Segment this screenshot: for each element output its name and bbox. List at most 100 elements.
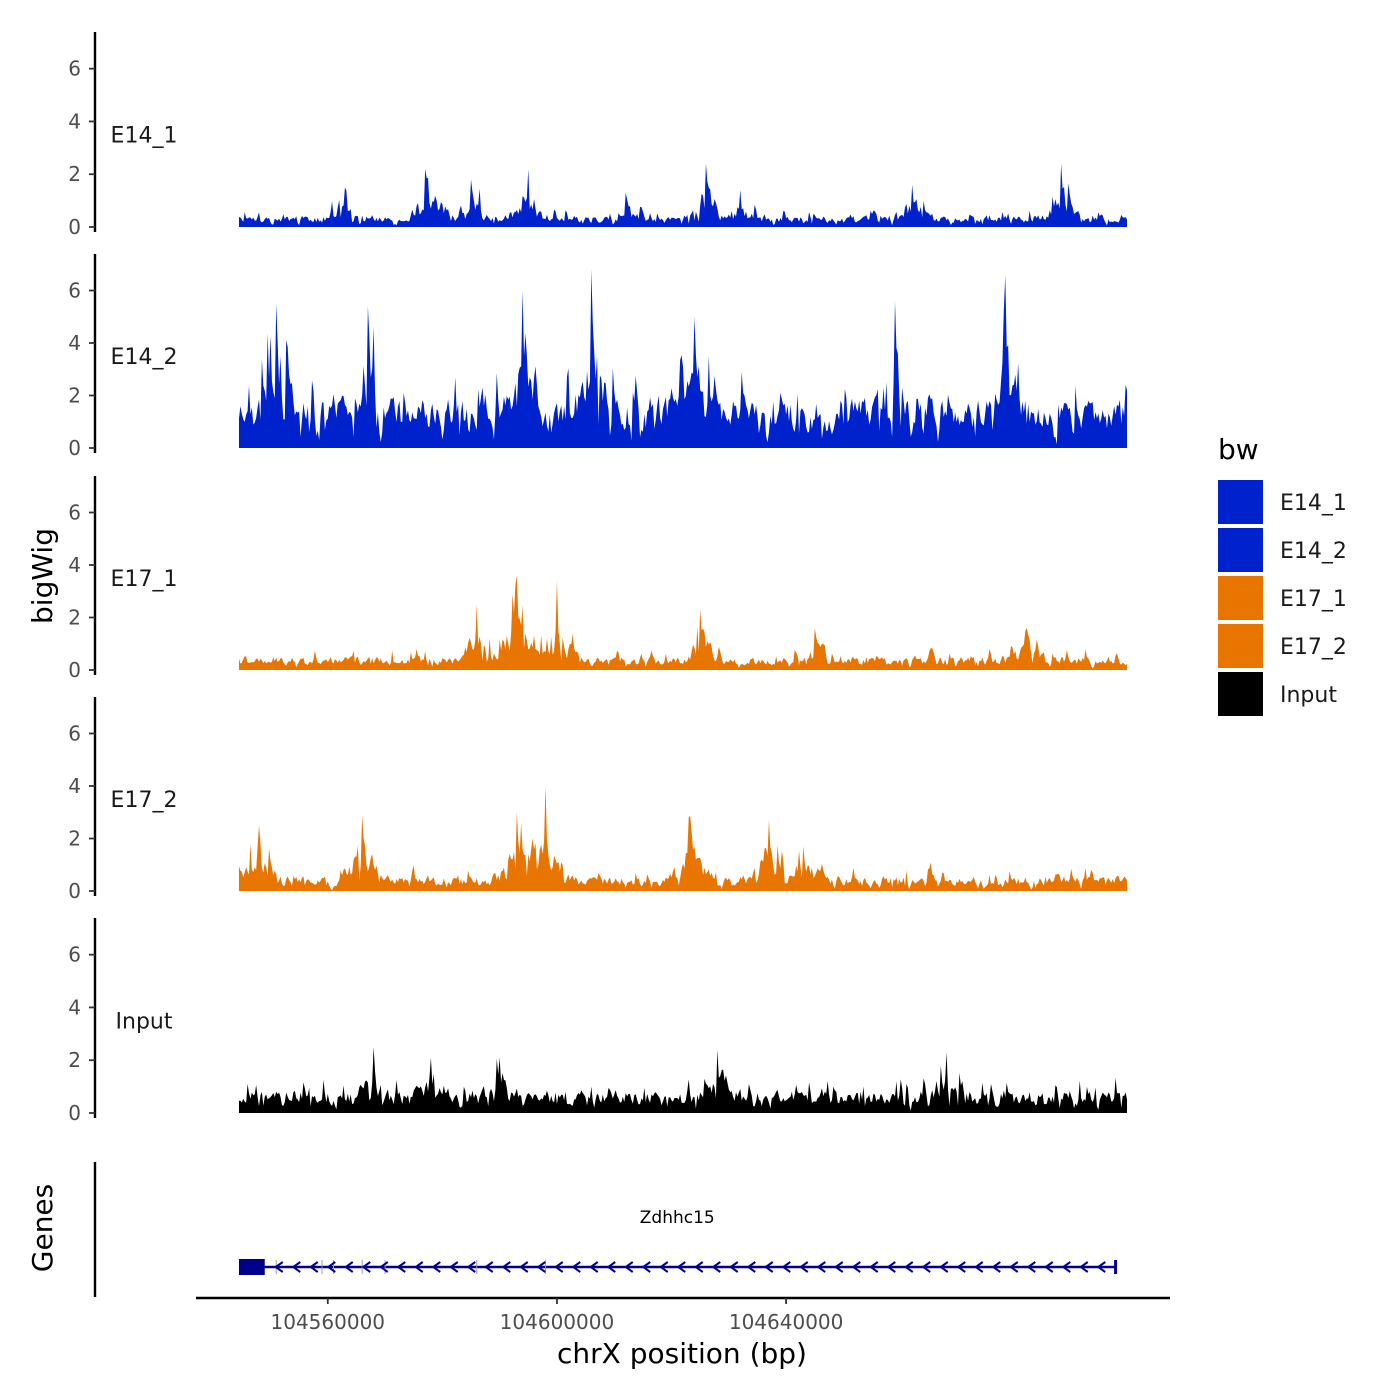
gene-strand-arrow — [974, 1261, 984, 1273]
genes-track-title: Genes — [26, 1184, 59, 1272]
gene-strand-arrow — [694, 1261, 704, 1273]
gene-strand-arrow — [571, 1261, 581, 1273]
track-e17-2: 0 2 4 6 E17_2 — [68, 697, 1128, 903]
legend-key — [1218, 624, 1263, 668]
genes-track: Zdhhc15 — [93, 1162, 1118, 1297]
gene-strand-arrow — [1026, 1261, 1036, 1273]
gene-strand-arrow — [414, 1261, 424, 1273]
track-label: E17_1 — [111, 567, 178, 592]
legend: bw E14_1 E14_2 E17_1 E17_2 Input — [1218, 433, 1347, 716]
gene-strand-arrow — [519, 1261, 529, 1273]
gene-strand-arrow — [326, 1261, 336, 1273]
gene-strand-arrow — [676, 1261, 686, 1273]
track-input: 0 2 4 6 Input — [68, 918, 1128, 1125]
track-label: Input — [116, 1010, 173, 1035]
gene-strand-arrow — [624, 1261, 634, 1273]
gene-strand-arrow — [484, 1261, 494, 1273]
y-tick-label: 0 — [68, 1101, 81, 1125]
coverage-area — [238, 269, 1128, 448]
gene-strand-arrow — [746, 1261, 756, 1273]
coverage-area — [238, 786, 1128, 891]
gene-strand-arrow — [589, 1261, 599, 1273]
gene-strand-arrow — [291, 1261, 301, 1273]
gene-strand-arrow — [1096, 1261, 1106, 1273]
y-tick-label: 0 — [68, 436, 81, 460]
y-tick-label: 2 — [68, 827, 81, 851]
y-tick-label: 6 — [68, 57, 81, 81]
legend-item-e14-2: E14_2 — [1218, 528, 1347, 572]
gene-strand-arrow — [344, 1261, 354, 1273]
gene-strand-arrow — [711, 1261, 721, 1273]
track-label: E14_1 — [111, 124, 178, 149]
legend-label: E14_2 — [1280, 539, 1347, 564]
coverage-area — [238, 163, 1128, 227]
gene-strand-arrow — [781, 1261, 791, 1273]
gene-strand-arrow — [1044, 1261, 1054, 1273]
y-tick-label: 4 — [68, 995, 81, 1019]
legend-title: bw — [1218, 433, 1259, 466]
gene-strand-arrow — [991, 1261, 1001, 1273]
gene-strand-arrow — [904, 1261, 914, 1273]
y-tick-label: 4 — [68, 774, 81, 798]
gene-strand-arrow — [274, 1261, 284, 1273]
y-tick-label: 0 — [68, 879, 81, 903]
x-tick-label: 104640000 — [729, 1310, 844, 1334]
y-tick-label: 0 — [68, 215, 81, 239]
coverage-area — [238, 575, 1128, 670]
legend-item-input: Input — [1218, 672, 1337, 716]
gene-strand-arrow — [606, 1261, 616, 1273]
gene-strand-arrow — [361, 1261, 371, 1273]
track-e17-1: 0 2 4 6 E17_1 — [68, 476, 1128, 682]
coverage-area — [238, 1047, 1128, 1113]
coverage-tracks: 0 2 4 6 E14_1 0 2 4 6 E14_2 0 2 4 6 E17_1 0 2 4 6 E17_2 0 2 4 6… — [68, 32, 1128, 1125]
gene-strand-arrow — [309, 1261, 319, 1273]
legend-label: Input — [1280, 683, 1337, 708]
x-axis: 104560000 104600000 104640000 — [196, 1296, 1170, 1334]
y-tick-label: 4 — [68, 331, 81, 355]
legend-label: E17_1 — [1280, 587, 1347, 612]
gene-strand-arrow — [869, 1261, 879, 1273]
track-e14-2: 0 2 4 6 E14_2 — [68, 254, 1128, 460]
gene-strand-arrow — [834, 1261, 844, 1273]
y-tick-label: 2 — [68, 1048, 81, 1072]
y-tick-label: 0 — [68, 658, 81, 682]
gene-strand-arrow — [1061, 1261, 1071, 1273]
legend-item-e17-2: E17_2 — [1218, 624, 1347, 668]
y-tick-label: 4 — [68, 109, 81, 133]
gene-strand-arrow — [939, 1261, 949, 1273]
track-label: E17_2 — [111, 788, 178, 813]
track-label: E14_2 — [111, 345, 178, 370]
gene-strand-arrow — [449, 1261, 459, 1273]
legend-key — [1218, 576, 1263, 620]
y-tick-label: 2 — [68, 162, 81, 186]
y-tick-label: 6 — [68, 722, 81, 746]
track-e14-1: 0 2 4 6 E14_1 — [68, 32, 1128, 239]
legend-label: E17_2 — [1280, 635, 1347, 660]
gene-strand-arrow — [641, 1261, 651, 1273]
legend-item-e17-1: E17_1 — [1218, 576, 1347, 620]
gene-strand-arrow — [501, 1261, 511, 1273]
gene-strand-arrow — [396, 1261, 406, 1273]
gene-strand-arrow — [659, 1261, 669, 1273]
y-tick-label: 2 — [68, 384, 81, 408]
y-tick-label: 6 — [68, 943, 81, 967]
gene-strand-arrow — [431, 1261, 441, 1273]
legend-key — [1218, 528, 1263, 572]
legend-key — [1218, 672, 1263, 716]
gene-strand-arrow — [816, 1261, 826, 1273]
y-tick-label: 6 — [68, 279, 81, 303]
gene-strand-arrow — [466, 1261, 476, 1273]
gene-strand-arrow — [921, 1261, 931, 1273]
gene-strand-arrow — [799, 1261, 809, 1273]
legend-item-e14-1: E14_1 — [1218, 480, 1347, 524]
gene-name-label: Zdhhc15 — [640, 1208, 715, 1228]
gene-strand-arrow — [536, 1261, 546, 1273]
gene-strand-arrow — [379, 1261, 389, 1273]
y-tick-label: 6 — [68, 501, 81, 525]
legend-label: E14_1 — [1280, 491, 1347, 516]
legend-key — [1218, 480, 1263, 524]
x-tick-label: 104560000 — [271, 1310, 386, 1334]
gene-utr-block — [238, 1259, 265, 1275]
gene-strand-arrow — [1079, 1261, 1089, 1273]
